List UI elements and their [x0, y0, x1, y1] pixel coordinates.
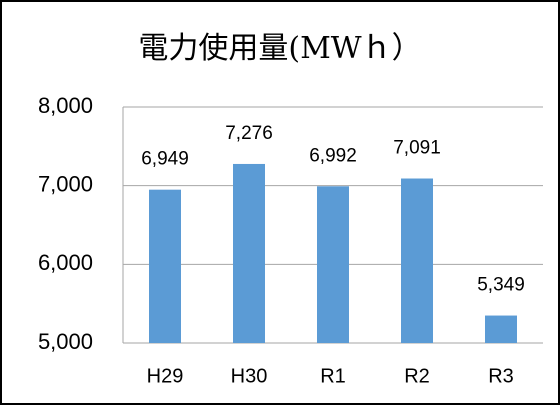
bar	[149, 189, 181, 343]
bar	[485, 315, 517, 343]
x-tick-label: R1	[320, 365, 346, 387]
chart-title: 電力使用量(MWｈ）	[138, 31, 421, 66]
data-label: 5,349	[477, 275, 525, 296]
data-label: 6,949	[141, 149, 189, 170]
x-tick-label: H29	[147, 365, 184, 387]
data-label: 7,276	[225, 123, 273, 144]
data-label: 6,992	[309, 145, 357, 166]
x-tick-label: H30	[231, 365, 268, 387]
bar	[401, 178, 433, 343]
bar	[233, 163, 265, 343]
bar	[317, 186, 349, 343]
y-tick-label: 7,000	[38, 171, 93, 196]
y-tick-label: 8,000	[38, 93, 93, 118]
y-tick-label: 5,000	[38, 329, 93, 354]
x-tick-label: R3	[488, 365, 514, 387]
data-label: 7,091	[393, 138, 441, 159]
y-tick-label: 6,000	[38, 250, 93, 275]
x-tick-label: R2	[404, 365, 430, 387]
